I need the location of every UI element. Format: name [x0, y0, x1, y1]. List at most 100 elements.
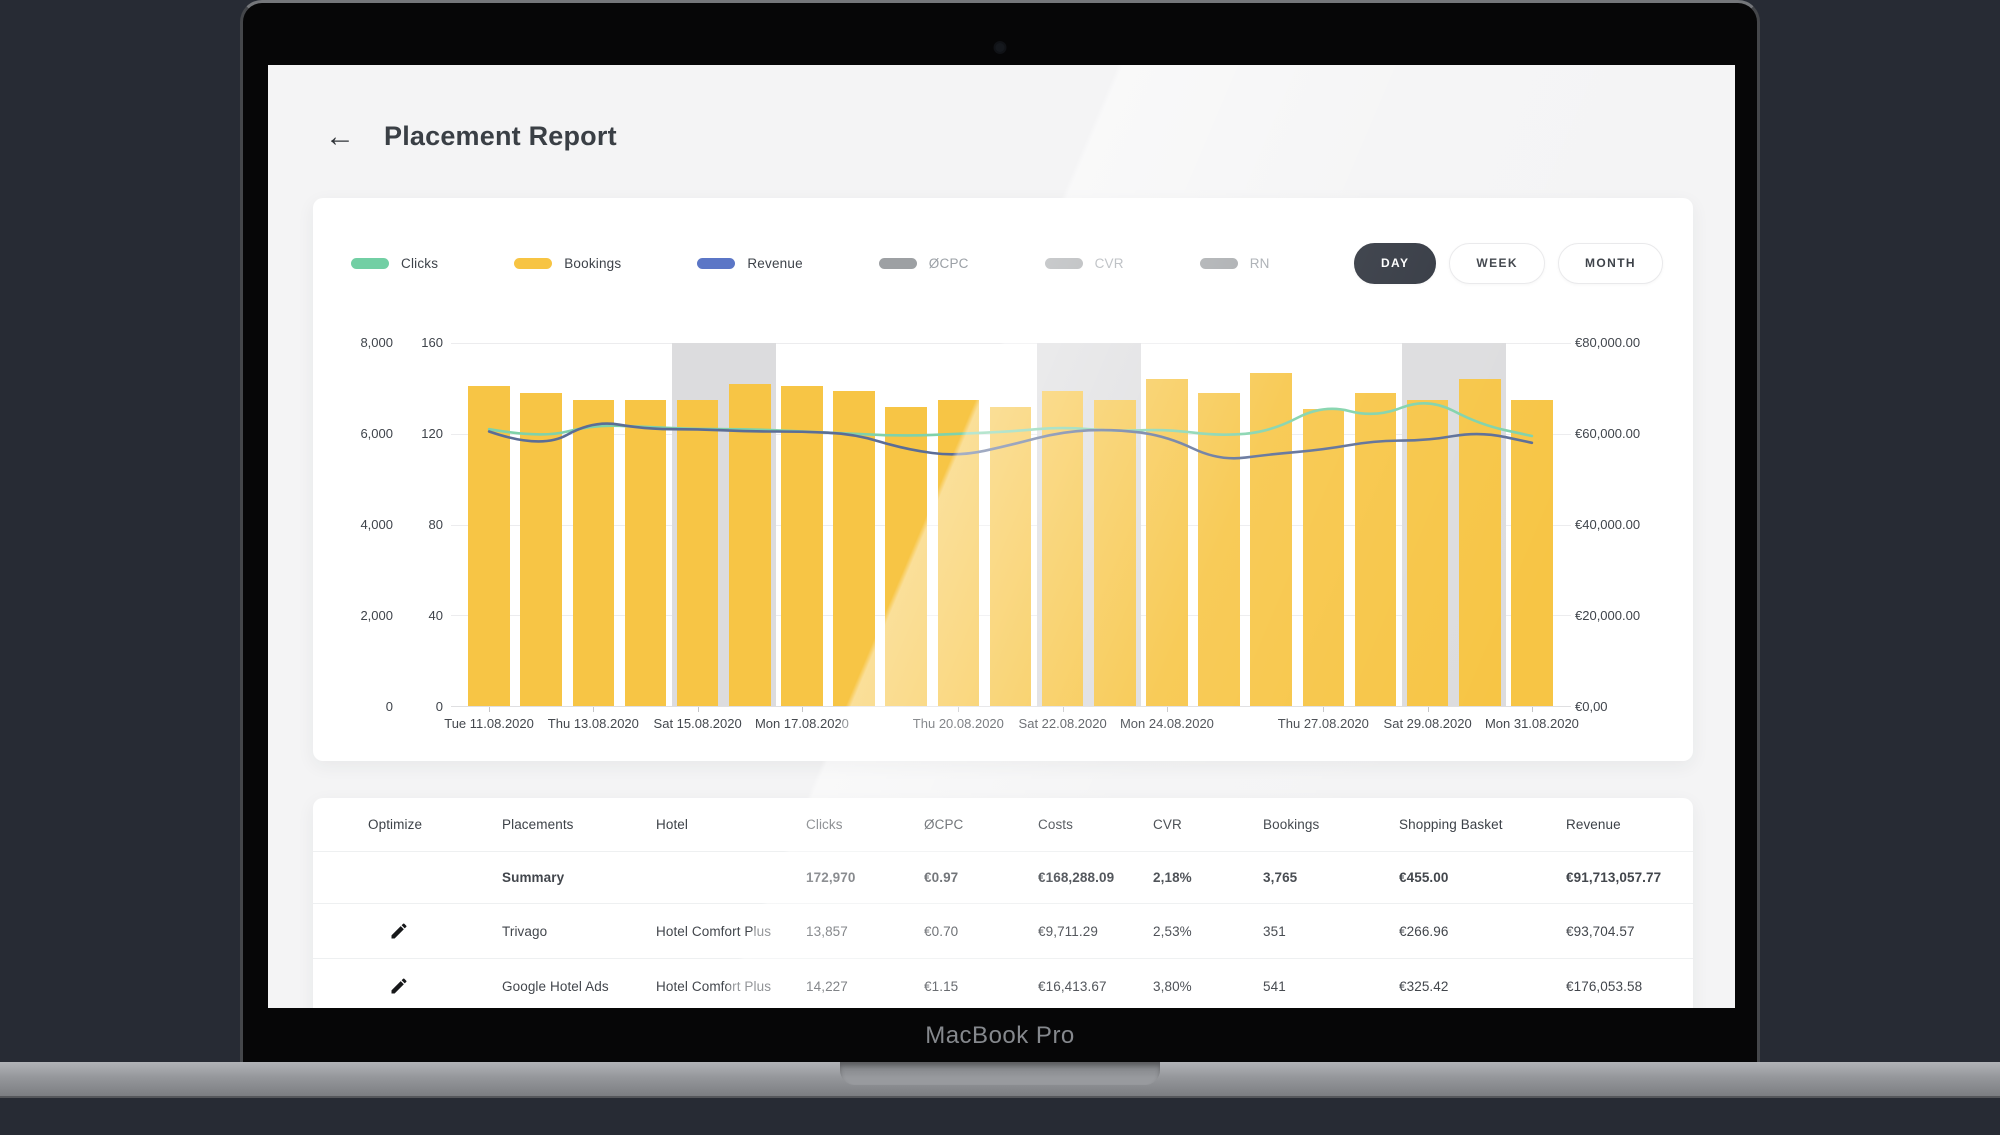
bookings-bar[interactable]: [885, 406, 928, 706]
cell-revenue: €93,704.57: [1566, 923, 1635, 939]
edit-placement-button[interactable]: [389, 920, 411, 942]
bookings-bar[interactable]: [1511, 399, 1553, 706]
bookings-bar[interactable]: [781, 386, 823, 706]
legend-item-clicks[interactable]: Clicks: [351, 256, 438, 271]
x-axis-date-label: Sat 22.08.2020: [1018, 716, 1107, 731]
column-header-bookings: Bookings: [1263, 817, 1320, 832]
laptop-frame: ← Placement Report Clicks Bookings Revenue…: [240, 0, 1760, 1062]
line-series: [487, 402, 1534, 460]
y-axis-revenue: €80,000.00 €60,000.00 €40,000.00 €20,000.00…: [1575, 335, 1685, 714]
cell-placement: Google Hotel Ads: [502, 978, 609, 994]
legend-swatch-icon: [351, 257, 389, 269]
column-header-shopping-basket: Shopping Basket: [1399, 817, 1503, 832]
legend-label: RN: [1249, 255, 1270, 271]
optimize-cell: [368, 920, 502, 942]
summary-bookings: 3,765: [1263, 870, 1298, 885]
legend-item-bookings[interactable]: Bookings: [514, 256, 621, 271]
legend-swatch-icon: [1199, 257, 1238, 269]
bookings-bar[interactable]: [833, 390, 875, 706]
x-axis-dates: Tue 11.08.2020 Thu 13.08.2020 Sat 15.08.20…: [444, 716, 1579, 736]
legend-label: Revenue: [747, 255, 803, 271]
axis-tick-bookings: 160: [421, 335, 443, 350]
cell-bookings: 351: [1263, 923, 1286, 939]
x-axis-date-label: Mon 31.08.2020: [1484, 716, 1579, 731]
axis-tick-revenue: €40,000.00: [1575, 517, 1641, 532]
edit-placement-button[interactable]: [389, 975, 411, 997]
range-toggle: DAY WEEK MONTH: [1353, 242, 1663, 284]
bookings-bar[interactable]: [520, 392, 563, 706]
cell-hotel: Hotel Comfort Plus: [656, 923, 772, 939]
y-axis-bookings: 160 120 80 40 0: [407, 335, 443, 714]
cell-basket: €325.42: [1399, 978, 1449, 994]
bookings-bar[interactable]: [1041, 390, 1084, 706]
edit-pencil-icon: [391, 923, 407, 939]
table-header-row: Optimize Placements Hotel Clicks ØCPC Costs CV…: [313, 798, 1693, 852]
back-button[interactable]: ←: [325, 119, 355, 153]
column-header-hotel: Hotel: [656, 817, 689, 832]
placements-table-card: Optimize Placements Hotel Clicks ØCPC Costs CV…: [313, 798, 1693, 1008]
axis-tick-clicks: 6,000: [360, 426, 393, 441]
device-label: MacBook Pro: [925, 1022, 1075, 1049]
range-button-week[interactable]: WEEK: [1449, 242, 1545, 284]
legend-swatch-icon: [514, 257, 553, 269]
cell-bookings: 541: [1263, 978, 1286, 994]
x-axis-date-label: Sat 29.08.2020: [1383, 716, 1472, 731]
bookings-bar[interactable]: [989, 406, 1032, 706]
legend-item-øcpc[interactable]: ØCPC: [878, 256, 969, 271]
x-axis-date-label: Mon 24.08.2020: [1119, 716, 1214, 731]
laptop-screen: ← Placement Report Clicks Bookings Revenue…: [268, 65, 1735, 1008]
legend-item-rn[interactable]: RN: [1199, 255, 1270, 271]
x-axis-tick: [697, 707, 699, 712]
legend-item-cvr[interactable]: CVR: [1044, 255, 1124, 271]
bookings-bar[interactable]: [624, 399, 667, 706]
page-title: Placement Report: [384, 121, 617, 151]
x-axis-tick: [1531, 707, 1533, 712]
bookings-bar[interactable]: [676, 399, 719, 706]
axis-tick-clicks: 4,000: [360, 517, 393, 532]
cell-cpc: €1.15: [924, 978, 959, 994]
x-axis-tick: [489, 707, 491, 712]
column-header-clicks: Clicks: [806, 817, 843, 832]
legend-label: CVR: [1094, 255, 1124, 271]
bookings-bar[interactable]: [1302, 408, 1345, 706]
axis-tick-clicks: 8,000: [360, 335, 393, 350]
gridline: [451, 343, 1571, 344]
bookings-bar[interactable]: [1406, 399, 1449, 706]
webcam-icon: [995, 43, 1005, 52]
cell-revenue: €176,053.58: [1566, 978, 1643, 994]
table-body: Trivago Hotel Comfort Plus 13,857 €0.70 €9,7…: [313, 904, 1693, 1008]
range-button-month[interactable]: MONTH: [1558, 242, 1663, 284]
cell-cvr: 3,80%: [1153, 978, 1192, 994]
legend-swatch-icon: [878, 257, 917, 269]
table-row: Trivago Hotel Comfort Plus 13,857 €0.70 €9,7…: [313, 904, 1693, 959]
x-axis-tick: [1166, 707, 1168, 712]
axis-tick-revenue: €0,00: [1575, 699, 1608, 714]
cell-placement: Trivago: [502, 923, 548, 939]
x-axis-tick: [801, 707, 803, 712]
axis-tick-revenue: €60,000.00: [1575, 426, 1641, 441]
summary-clicks: 172,970: [806, 870, 856, 885]
bookings-bar[interactable]: [572, 399, 615, 706]
bookings-bar[interactable]: [728, 383, 771, 706]
axis-tick-clicks: 2,000: [360, 608, 393, 623]
cell-basket: €266.96: [1399, 923, 1449, 939]
chart-legend-row: Clicks Bookings Revenue ØCPC CVR RN DAY WEEK MO…: [351, 237, 1663, 289]
legend-swatch-icon: [1044, 257, 1083, 269]
bookings-bar[interactable]: [1354, 392, 1397, 706]
bookings-bar[interactable]: [937, 399, 980, 706]
page-header: ← Placement Report: [325, 121, 1735, 152]
axis-tick-bookings: 40: [428, 608, 443, 623]
x-axis-date-label: Thu 13.08.2020: [547, 716, 639, 731]
bookings-bar[interactable]: [1093, 399, 1136, 706]
legend-item-revenue[interactable]: Revenue: [697, 255, 803, 271]
legend-label: Bookings: [564, 255, 622, 271]
range-button-day[interactable]: DAY: [1353, 242, 1437, 284]
summary-basket: €455.00: [1399, 870, 1449, 885]
x-axis-tick: [1323, 707, 1325, 712]
bookings-bar[interactable]: [1198, 392, 1240, 706]
bookings-bar[interactable]: [468, 386, 510, 706]
axis-tick-revenue: €20,000.00: [1575, 608, 1641, 623]
cell-clicks: 13,857: [806, 923, 848, 939]
revenue-line: [487, 422, 1534, 460]
